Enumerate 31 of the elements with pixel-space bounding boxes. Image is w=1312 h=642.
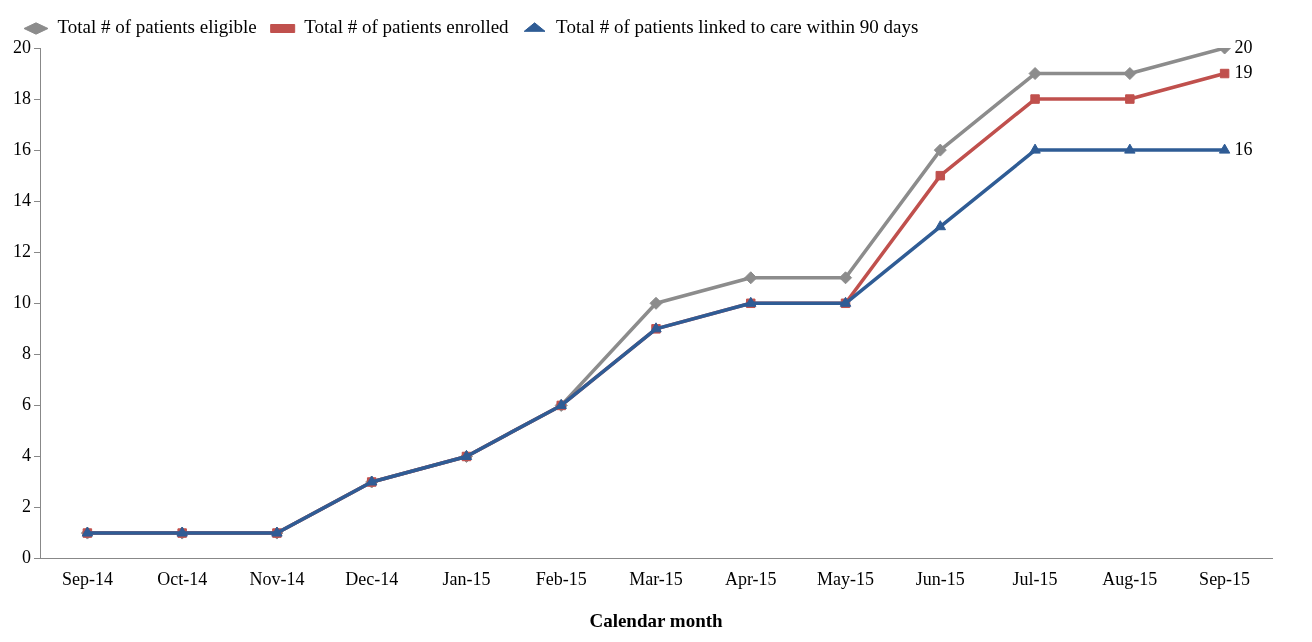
data-label: 16	[1234, 138, 1253, 159]
legend-label: Total # of patients enrolled	[304, 16, 510, 38]
y-tick-label: 8	[22, 343, 31, 364]
data-label: 19	[1234, 62, 1253, 83]
x-tick-label: Feb-15	[535, 569, 587, 590]
y-tick-label: 18	[13, 87, 31, 108]
x-tick-label: Dec-14	[345, 569, 399, 590]
y-tick-label: 16	[13, 138, 31, 159]
x-tick-label: Nov-14	[249, 569, 305, 590]
x-axis-title: Calendar month	[589, 609, 724, 631]
y-tick-label: 0	[22, 547, 31, 568]
x-tick-label: Jan-15	[442, 569, 491, 590]
x-tick-label: Jun-15	[915, 569, 965, 590]
data-label: 20	[1234, 36, 1253, 57]
x-tick-label: Apr-15	[724, 569, 777, 590]
x-tick-label: Oct-14	[157, 569, 208, 590]
y-tick-label: 6	[22, 394, 31, 415]
x-tick-label: Sep-15	[1199, 569, 1251, 590]
y-tick-label: 10	[13, 292, 31, 313]
x-tick-label: Mar-15	[629, 569, 683, 590]
y-tick-label: 14	[13, 189, 31, 210]
x-tick-label: Aug-15	[1102, 569, 1158, 590]
y-tick-label: 12	[13, 240, 31, 261]
legend-label: Total # of patients linked to care within 90 days	[556, 16, 919, 38]
x-tick-label: Jul-15	[1012, 569, 1058, 590]
y-tick-label: 4	[22, 445, 31, 466]
x-tick-label: May-15	[817, 569, 875, 590]
legend-label: Total # of patients eligible	[57, 16, 257, 38]
y-tick-label: 2	[22, 496, 31, 517]
y-tick-label: 20	[13, 36, 31, 57]
x-tick-label: Sep-14	[61, 569, 113, 590]
